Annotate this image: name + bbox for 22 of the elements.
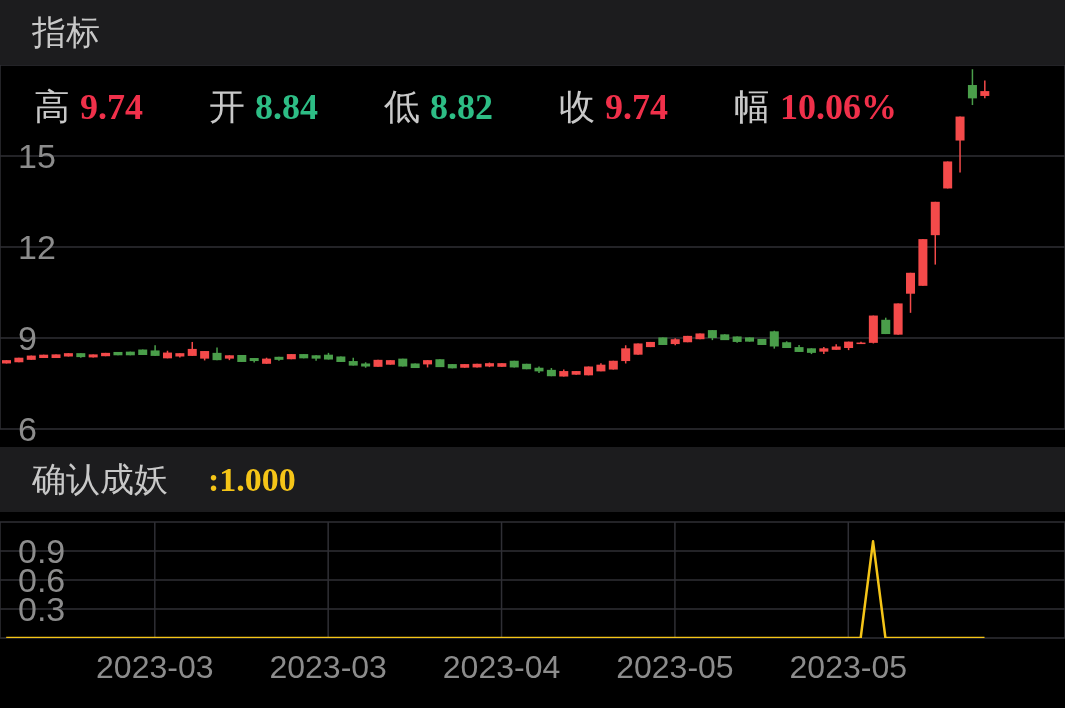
annotation: 开 8.84 [209, 86, 318, 127]
y-tick-label: 6 [18, 409, 37, 448]
annotation: 低 8.82 [384, 86, 493, 127]
y-tick-label: 12 [18, 227, 56, 266]
annotation: 高 9.74 [34, 86, 143, 127]
x-tick-label: 2023-05 [616, 649, 734, 685]
chart-title: 指标 [32, 10, 100, 54]
x-tick-label: 2023-05 [789, 649, 907, 685]
annotation: 收 9.74 [559, 86, 668, 127]
x-tick-label: 2023-03 [269, 649, 387, 685]
text: :1.000 [208, 460, 296, 499]
x-tick-label: 2023-03 [96, 649, 214, 685]
x-tick-label: 2023-04 [442, 649, 561, 685]
chart-title: 确认成妖 [32, 457, 168, 501]
y-tick-label: 15 [18, 136, 56, 175]
candlestick [955, 115, 965, 174]
candlestick [967, 68, 977, 106]
candlestick [621, 344, 631, 365]
candlestick [906, 272, 916, 314]
annotation: 幅 10.06% [734, 86, 897, 127]
candlestick [980, 79, 990, 100]
y-tick-label: 9 [18, 318, 37, 357]
